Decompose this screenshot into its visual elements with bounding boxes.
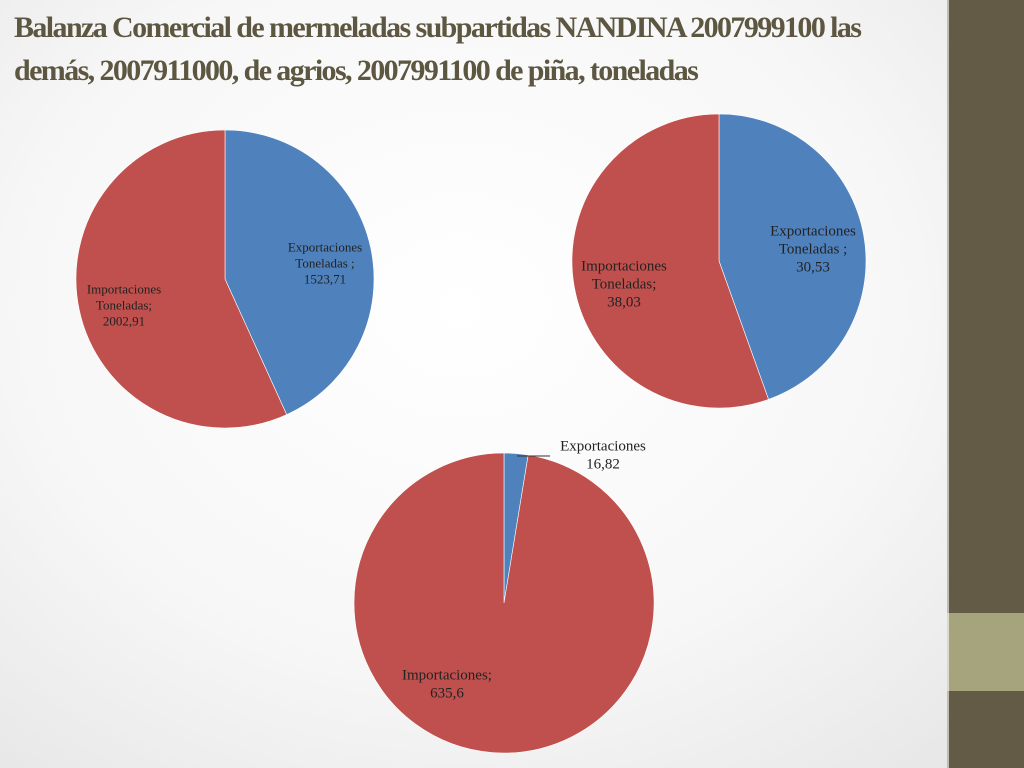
sidebar-edge-line	[947, 0, 949, 768]
pie-3-data-label-exportaciones: 16,82	[586, 456, 620, 472]
pie-1-data-label-importaciones: Importaciones	[87, 282, 161, 297]
sidebar-dark-top	[947, 0, 1024, 613]
pie-chart-2: Exportaciones Toneladas ; 30,53 Importacion…	[571, 113, 867, 409]
pie-1-data-label-exportaciones: 1523,71	[304, 272, 346, 287]
pie-1-slice-exportaciones	[224, 129, 375, 416]
pie-1-data-label-importaciones: 2002,91	[103, 314, 145, 329]
pie-2-data-label-importaciones: 38,03	[607, 294, 641, 310]
sidebar-dark-bottom	[947, 691, 1024, 768]
pie-1-data-label-exportaciones: Toneladas ;	[295, 256, 354, 271]
pie-1-data-label-exportaciones: Exportaciones	[288, 240, 362, 255]
pie-3-data-label-importaciones: Importaciones;	[402, 667, 492, 683]
pie-2-data-label-importaciones: Importaciones	[581, 258, 667, 274]
pie-2-data-label-exportaciones: Toneladas ;	[779, 241, 848, 257]
pie-3-slice-importaciones	[353, 452, 655, 754]
pie-1-slice-importaciones	[75, 129, 288, 429]
pie-1-data-label-importaciones: Toneladas;	[96, 298, 152, 313]
pie-2-slice-importaciones	[571, 113, 769, 409]
sidebar-decoration	[947, 0, 1024, 768]
slide-title: Balanza Comercial de mermeladas subparti…	[14, 11, 862, 87]
pie-2-slice-exportaciones	[718, 113, 867, 400]
pie-chart-3: Exportaciones 16,82 Importaciones; 635,6	[353, 438, 655, 754]
sidebar-light-band	[947, 613, 1024, 691]
pie-2-data-label-exportaciones: Exportaciones	[770, 223, 856, 239]
pie-3-data-label-importaciones: 635,6	[430, 685, 464, 701]
pie-3-data-label-exportaciones: Exportaciones	[560, 438, 646, 454]
pie-2-data-label-importaciones: Toneladas;	[592, 276, 657, 292]
pie-2-data-label-exportaciones: 30,53	[796, 259, 830, 275]
